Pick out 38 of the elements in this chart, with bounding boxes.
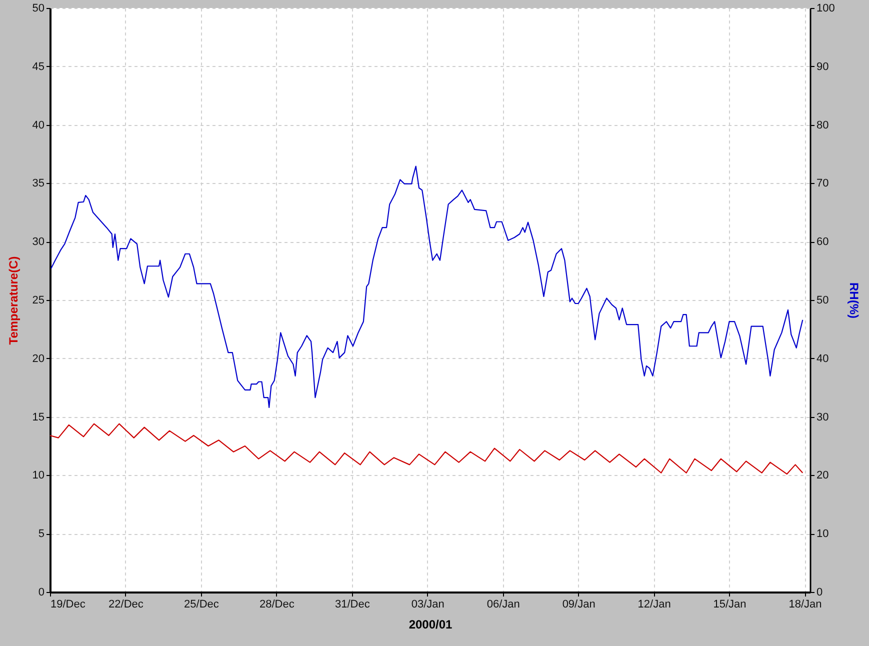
y-axis-title: Temperature(C) — [6, 256, 20, 345]
y-tick-label: 10 — [32, 470, 44, 482]
x-tick-label: 03/Jan — [411, 598, 444, 610]
y-tick-label: 15 — [32, 411, 44, 424]
x-tick-label: 15/Jan — [713, 598, 746, 610]
x-tick-label: 18/Jan — [788, 598, 822, 610]
y-tick-label: 30 — [32, 236, 44, 248]
line-series — [49, 423, 804, 475]
x-tick-label: 19/Dec — [50, 598, 86, 610]
y2-tick-label: 80 — [816, 119, 829, 132]
y-tick-label: 35 — [32, 178, 44, 190]
x-tick-label: 12/Jan — [638, 598, 671, 610]
y-tick-label: 5 — [38, 528, 44, 540]
y2-tick-label: 50 — [816, 294, 829, 306]
x-tick-label: 31/Dec — [334, 598, 370, 610]
y-tick-label: 50 — [32, 2, 44, 14]
y2-tick-label: 0 — [816, 586, 823, 598]
y2-tick-label: 40 — [816, 352, 829, 365]
x-axis-title: 2000/01 — [408, 618, 453, 632]
y2-tick-label: 10 — [816, 528, 829, 540]
y2-tick-label: 60 — [816, 236, 829, 248]
y-tick-label: 45 — [32, 60, 44, 73]
x-tick-label: 22/Dec — [108, 598, 144, 610]
y2-tick-label: 90 — [816, 60, 829, 73]
line-series — [50, 166, 804, 408]
y2-axis-title: RH(%) — [846, 282, 861, 318]
y2-tick-label: 70 — [816, 178, 829, 190]
x-tick-label: 28/Dec — [260, 598, 295, 610]
x-tick-label: 06/Jan — [486, 598, 520, 610]
y2-tick-label: 100 — [816, 2, 835, 14]
x-tick-label: 25/Dec — [184, 598, 220, 610]
y2-tick-label: 20 — [816, 470, 829, 482]
y-tick-label: 0 — [38, 586, 44, 598]
y-tick-label: 20 — [32, 352, 44, 365]
y2-tick-label: 30 — [816, 411, 829, 424]
x-tick-label: 09/Jan — [562, 598, 596, 610]
y-tick-label: 40 — [32, 119, 44, 132]
y-tick-label: 25 — [32, 294, 44, 306]
